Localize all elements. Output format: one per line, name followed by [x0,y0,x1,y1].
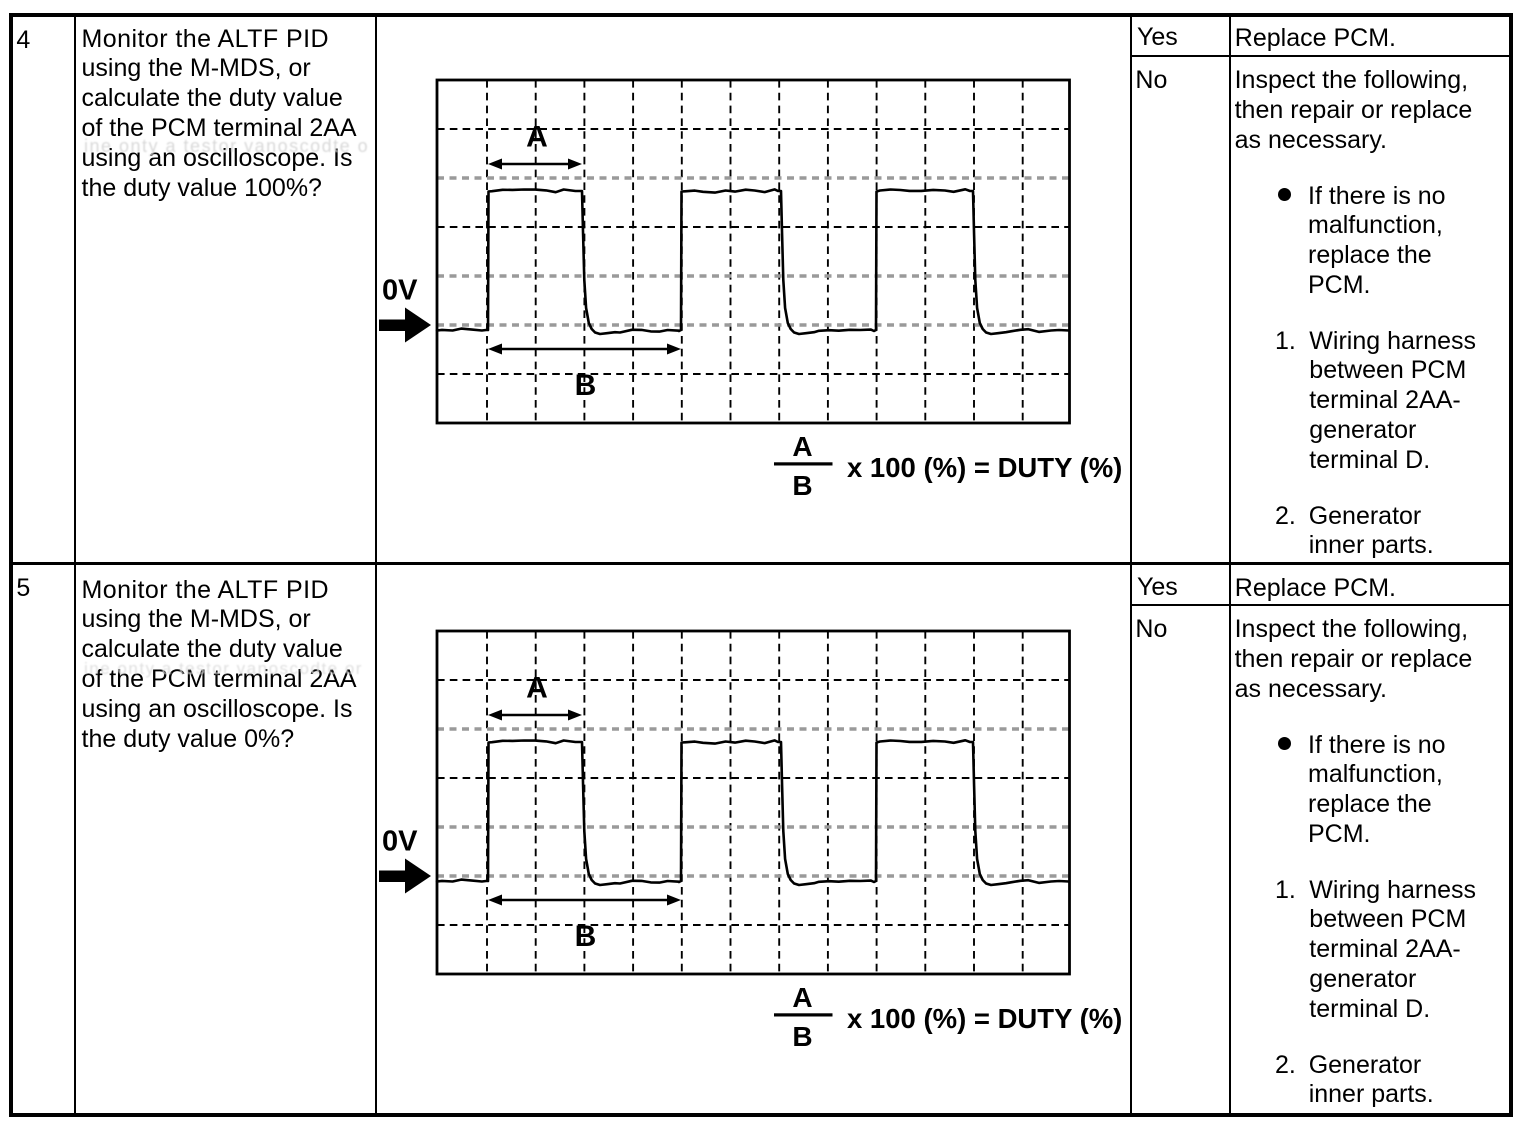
svg-text:A: A [792,431,812,462]
svg-text:B: B [792,470,812,501]
svg-text:0V: 0V [382,275,418,307]
svg-text:x 100 (%) = DUTY (%): x 100 (%) = DUTY (%) [847,452,1122,483]
svg-text:B: B [575,369,597,402]
svg-text:A: A [526,121,548,154]
